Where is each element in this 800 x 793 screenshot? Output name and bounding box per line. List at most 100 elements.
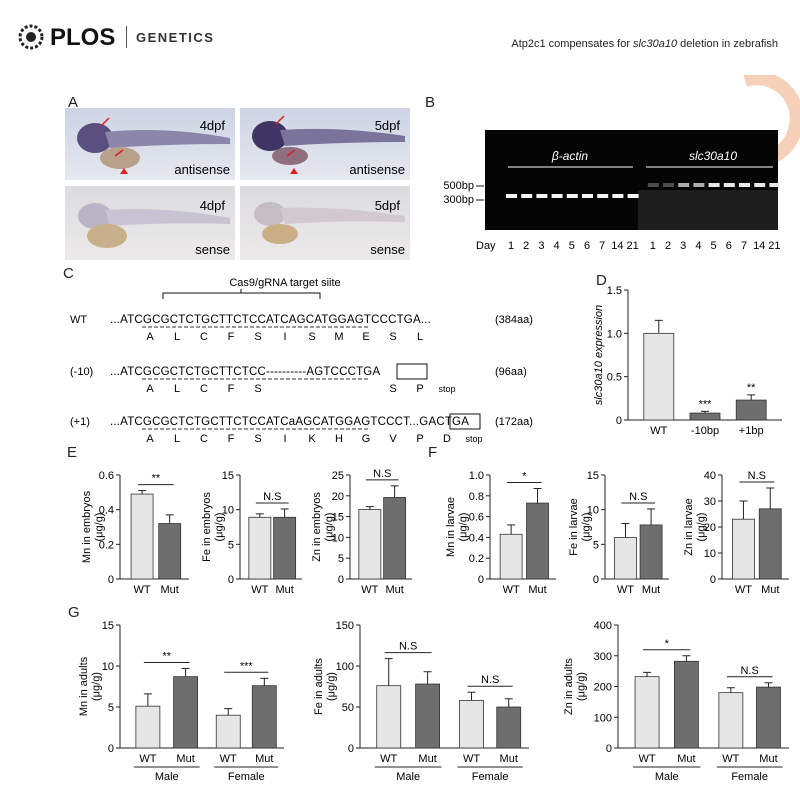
- y-tick-label: 1.0: [469, 470, 484, 482]
- seq-amino-acid: M: [334, 331, 343, 343]
- gel-band: [521, 194, 533, 198]
- seq-row-length: (96aa): [495, 366, 527, 378]
- significance-label: **: [152, 473, 161, 485]
- panel-label-b: B: [425, 94, 436, 111]
- x-tick-label: Mut: [677, 753, 695, 765]
- seq-amino-acid: S: [254, 433, 261, 445]
- seq-row-name: (-10): [70, 366, 93, 378]
- gel-day-tick: 5: [569, 240, 575, 252]
- x-tick-label: WT: [639, 753, 656, 765]
- significance-label: N.S: [399, 641, 417, 653]
- gel-band: [551, 194, 563, 198]
- decorative-arc: [743, 75, 800, 165]
- seq-amino-acid: C: [200, 433, 208, 445]
- cas9-target-label: Cas9/gRNA target siite: [229, 277, 340, 289]
- group-label: Male: [396, 771, 420, 783]
- x-tick-label: WT: [220, 753, 237, 765]
- y-tick-label: 15: [102, 620, 114, 632]
- y-tick-label: 0.6: [469, 512, 484, 524]
- x-tick-label: WT: [139, 753, 156, 765]
- chart-e-fe-embryos: 0 5 10 15 Fe in embryos(μg/g) WT Mut N.S: [201, 470, 302, 596]
- bar: [732, 518, 755, 580]
- seq-amino-acid: A: [146, 331, 154, 343]
- y-tick-label: 10: [332, 532, 344, 544]
- bar: [251, 685, 277, 749]
- y-tick-label: 10: [102, 661, 114, 673]
- bar: [135, 705, 161, 749]
- x-tick-label: Mut: [642, 584, 660, 596]
- gel-band: [597, 194, 609, 198]
- gel-day-tick: 5: [711, 240, 717, 252]
- x-tick-label: Mut: [761, 584, 779, 596]
- gel-day-tick: 14: [611, 240, 623, 252]
- bar: [756, 686, 781, 749]
- seq-row-sequence: ...ATCGCGCTCTGCTTCTCCATCaAGCATGGAGTCCCT.…: [110, 416, 469, 428]
- significance-label: ***: [240, 660, 254, 672]
- x-tick-label: Mut: [385, 584, 403, 596]
- label-sense-2: sense: [370, 242, 405, 257]
- y-tick-label: 40: [704, 470, 716, 482]
- x-tick-label: Mut: [759, 753, 777, 765]
- y-tick-label: 15: [332, 512, 344, 524]
- chart-f-zn-larvae: 0 10 20 30 40 Zn in larvae(μg/g) WT Mut N.S: [683, 470, 789, 596]
- significance-label: N.S: [263, 491, 281, 503]
- seq-amino-acid: P: [416, 383, 423, 395]
- seq-amino-acid: L: [174, 331, 180, 343]
- y-axis-label: Zn in larvae(μg/g): [683, 498, 708, 555]
- label-4dpf-bottom: 4dpf: [200, 198, 226, 213]
- bar: [158, 523, 182, 580]
- x-tick-label: WT: [735, 584, 752, 596]
- seq-amino-acid: stop: [465, 434, 482, 444]
- significance-label: N.S: [740, 665, 758, 677]
- y-tick-label: 100: [336, 661, 354, 673]
- y-tick-label: 200: [594, 682, 612, 694]
- chart-e-mn-embryos: 0 0.2 0.4 0.6 Mn in embryos(μg/g) WT Mut **: [81, 470, 189, 596]
- seq-row-sequence: ...ATCGCGCTCTGCTTCTCCATCAGCATGGAGTCCCTGA…: [110, 314, 431, 326]
- y-axis-label: Zn in adults(μg/g): [563, 658, 588, 715]
- gel-label-slc30a10: slc30a10: [689, 149, 737, 163]
- seq-row-name: (+1): [70, 416, 90, 428]
- plos-logo-icon: [18, 24, 44, 50]
- gel-band: [663, 183, 674, 187]
- significance-label: N.S: [481, 674, 499, 686]
- bar: [459, 700, 484, 749]
- y-tick-label: 1.5: [607, 285, 622, 297]
- bar: [383, 497, 407, 580]
- y-tick-label: 400: [594, 620, 612, 632]
- y-tick-label: 20: [332, 491, 344, 503]
- panel-a-images: 4dpf antisense 5dpf antisense 4dpf sense: [65, 108, 410, 260]
- y-axis-label: Fe in larvae(μg/g): [568, 498, 593, 555]
- x-tick-label: WT: [380, 753, 397, 765]
- significance-label: N.S: [629, 491, 647, 503]
- x-tick-label: Mut: [176, 753, 194, 765]
- gel-band: [647, 183, 659, 187]
- panel-label-c: C: [63, 265, 74, 282]
- group-label: Female: [731, 771, 768, 783]
- panel-label-f: F: [428, 444, 438, 461]
- bar: [415, 683, 440, 749]
- significance-label: **: [162, 650, 171, 662]
- bar: [614, 537, 637, 580]
- x-tick-label: +1bp: [739, 425, 764, 437]
- seq-amino-acid: P: [416, 433, 423, 445]
- y-axis-label: Fe in adults(μg/g): [313, 658, 338, 715]
- seq-amino-acid: F: [228, 383, 235, 395]
- ladder-300bp: 300bp: [443, 194, 474, 206]
- gel-day-tick: 3: [680, 240, 686, 252]
- gel-day-tick: 2: [665, 240, 671, 252]
- gel-day-tick: 7: [741, 240, 747, 252]
- gel-band: [627, 194, 639, 198]
- chart-g-fe-adults: 0 50 100 150 Fe in adults(μg/g) WT Mut WT Mut N.S…: [313, 620, 529, 783]
- publisher-name: PLOS: [50, 24, 116, 51]
- y-tick-label: 0: [710, 574, 716, 586]
- group-label: Female: [472, 771, 509, 783]
- label-sense-1: sense: [195, 242, 230, 257]
- gel-day-tick: 21: [768, 240, 780, 252]
- significance-label: **: [747, 382, 756, 394]
- seq-row-length: (384aa): [495, 314, 533, 326]
- gel-band: [678, 183, 690, 187]
- y-tick-label: 0.8: [469, 491, 484, 503]
- journal-name: GENETICS: [136, 30, 215, 45]
- x-tick-label: WT: [503, 584, 520, 596]
- gel-band: [693, 183, 705, 187]
